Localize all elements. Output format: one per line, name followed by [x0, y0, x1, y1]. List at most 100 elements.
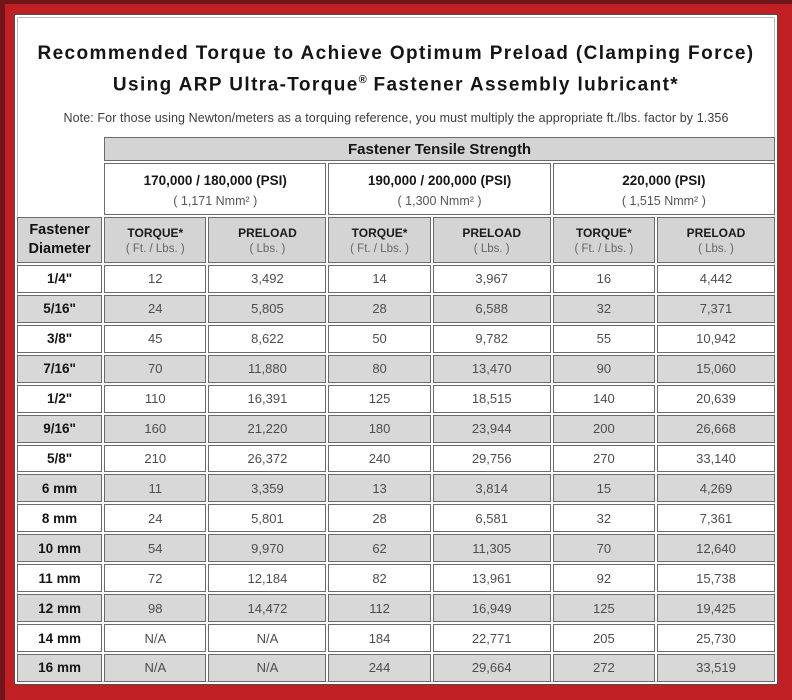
- torque-value-cell: 24: [104, 294, 207, 323]
- torque-value-cell: 180: [328, 414, 431, 443]
- title-block: Recommended Torque to Achieve Optimum Pr…: [15, 15, 777, 135]
- preload-header-3: PRELOAD ( Lbs. ): [656, 217, 775, 263]
- table-row: 12 mm 98 14,472 112 16,949 125 19,425: [17, 594, 775, 623]
- preload-value-cell: 12,640: [656, 534, 775, 563]
- preload-unit: ( Lbs. ): [698, 242, 734, 255]
- nmm-value: ( 1,171 Nmm² ): [173, 193, 258, 208]
- fastener-diameter-cell: 12 mm: [17, 594, 103, 623]
- psi-value: 190,000 / 200,000 (PSI): [367, 172, 512, 188]
- preload-value-cell: 5,805: [208, 294, 327, 323]
- preload-label: PRELOAD: [462, 225, 522, 240]
- preload-header-2: PRELOAD ( Lbs. ): [432, 217, 551, 263]
- torque-value-cell: 110: [104, 384, 207, 413]
- torque-value-cell: 32: [552, 294, 655, 323]
- preload-value-cell: 25,730: [656, 624, 775, 652]
- torque-value-cell: 200: [552, 414, 655, 443]
- preload-value-cell: 10,942: [656, 324, 775, 353]
- torque-header-2: TORQUE* ( Ft. / Lbs. ): [328, 217, 431, 263]
- nmm-value: ( 1,300 Nmm² ): [397, 193, 482, 208]
- torque-value-cell: 50: [328, 324, 431, 353]
- psi-header-220: 220,000 (PSI) ( 1,515 Nmm² ): [552, 163, 775, 215]
- torque-value-cell: 45: [104, 324, 207, 353]
- fastener-diameter-cell: 8 mm: [17, 504, 103, 533]
- preload-value-cell: 4,269: [656, 474, 775, 503]
- torque-value-cell: 70: [104, 354, 207, 383]
- torque-value-cell: 70: [552, 534, 655, 563]
- torque-table: Fastener Tensile Strength 170,000 / 180,…: [15, 135, 777, 684]
- preload-value-cell: 5,801: [208, 504, 327, 533]
- fastener-diameter-cell: 3/8": [17, 324, 103, 353]
- preload-unit: ( Lbs. ): [473, 242, 510, 255]
- table-row: 11 mm 72 12,184 82 13,961 92 15,738: [17, 564, 775, 593]
- torque-value-cell: 28: [328, 294, 431, 323]
- torque-value-cell: 14: [328, 265, 431, 293]
- psi-value: 170,000 / 180,000 (PSI): [143, 172, 287, 188]
- torque-value-cell: 90: [552, 354, 655, 383]
- title-text-2-pre: Using ARP Ultra-Torque: [112, 74, 359, 96]
- torque-value-cell: 125: [328, 384, 431, 413]
- torque-value-cell: 98: [104, 594, 207, 623]
- psi-header-170-180: 170,000 / 180,000 (PSI) ( 1,171 Nmm² ): [104, 163, 327, 215]
- preload-value-cell: 29,664: [432, 653, 551, 682]
- torque-value-cell: 32: [552, 504, 655, 533]
- preload-header-1: PRELOAD ( Lbs. ): [208, 217, 327, 263]
- preload-value-cell: N/A: [208, 653, 327, 682]
- table-row: 8 mm 24 5,801 28 6,581 32 7,361: [17, 504, 775, 533]
- title-text-1: Recommended Torque to Achieve Optimum Pr…: [37, 43, 755, 64]
- preload-value-cell: 7,361: [656, 504, 775, 533]
- fastener-diameter-cell: 16 mm: [17, 653, 103, 682]
- torque-value-cell: 205: [552, 624, 655, 652]
- torque-unit: ( Ft. / Lbs. ): [350, 242, 409, 255]
- preload-value-cell: 33,140: [656, 444, 775, 473]
- table-row: 5/8" 210 26,372 240 29,756 270 33,140: [17, 444, 775, 473]
- preload-value-cell: 15,060: [656, 354, 775, 383]
- fastener-diameter-cell: 11 mm: [17, 564, 103, 593]
- registered-trademark-symbol: ®: [358, 74, 367, 86]
- torque-value-cell: 160: [104, 414, 207, 443]
- torque-value-cell: 125: [552, 594, 655, 623]
- preload-value-cell: 4,442: [656, 265, 775, 293]
- preload-value-cell: 26,372: [208, 444, 327, 473]
- preload-value-cell: 14,472: [208, 594, 327, 623]
- torque-header-3: TORQUE* ( Ft. / Lbs. ): [552, 217, 655, 263]
- fastener-diameter-cell: 10 mm: [17, 534, 103, 563]
- preload-value-cell: 13,470: [432, 354, 551, 383]
- preload-value-cell: 7,371: [656, 294, 775, 323]
- preload-value-cell: N/A: [208, 624, 327, 652]
- preload-label: PRELOAD: [238, 225, 297, 240]
- preload-value-cell: 6,588: [432, 294, 551, 323]
- preload-value-cell: 26,668: [656, 414, 775, 443]
- table-row: 9/16" 160 21,220 180 23,944 200 26,668: [17, 414, 775, 443]
- torque-value-cell: 24: [104, 504, 207, 533]
- torque-value-cell: 82: [328, 564, 431, 593]
- preload-value-cell: 3,814: [432, 474, 551, 503]
- table-row: 1/2" 110 16,391 125 18,515 140 20,639: [17, 384, 775, 413]
- preload-value-cell: 29,756: [432, 444, 551, 473]
- preload-value-cell: 22,771: [432, 624, 551, 652]
- psi-rating-row: 170,000 / 180,000 (PSI) ( 1,171 Nmm² ) 1…: [17, 163, 775, 215]
- torque-unit: ( Ft. / Lbs. ): [125, 242, 185, 255]
- torque-value-cell: 72: [104, 564, 207, 593]
- fastener-diameter-cell: 9/16": [17, 414, 103, 443]
- preload-value-cell: 21,220: [208, 414, 327, 443]
- fastener-diameter-cell: 1/2": [17, 384, 103, 413]
- torque-value-cell: 140: [552, 384, 655, 413]
- table-row: 10 mm 54 9,970 62 11,305 70 12,640: [17, 534, 775, 563]
- preload-value-cell: 12,184: [208, 564, 327, 593]
- preload-unit: ( Lbs. ): [249, 242, 286, 255]
- table-row: 3/8" 45 8,622 50 9,782 55 10,942: [17, 324, 775, 353]
- table-row: 16 mm N/A N/A 244 29,664 272 33,519: [17, 653, 775, 682]
- page-title-line2: Using ARP Ultra-Torque® Fastener Assembl…: [15, 67, 777, 98]
- preload-value-cell: 20,639: [656, 384, 775, 413]
- tensile-strength-row: Fastener Tensile Strength: [17, 137, 775, 161]
- torque-value-cell: 272: [552, 653, 655, 682]
- torque-value-cell: N/A: [104, 624, 207, 652]
- fastener-diameter-cell: 5/16": [17, 294, 103, 323]
- torque-value-cell: 112: [328, 594, 431, 623]
- preload-value-cell: 3,967: [432, 265, 551, 293]
- column-header-row: Fastener Diameter TORQUE* ( Ft. / Lbs. )…: [17, 217, 775, 263]
- content-panel: Recommended Torque to Achieve Optimum Pr…: [14, 14, 778, 685]
- torque-value-cell: 16: [552, 265, 655, 293]
- preload-value-cell: 13,961: [432, 564, 551, 593]
- preload-value-cell: 11,305: [432, 534, 551, 563]
